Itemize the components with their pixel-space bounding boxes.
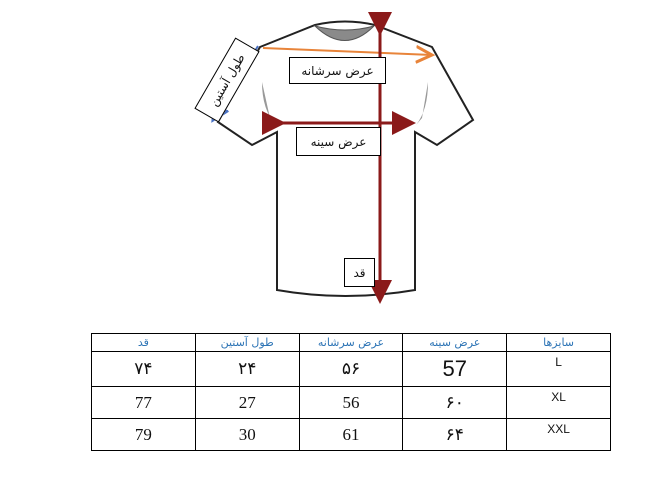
cell-sleeve-length: ۲۴ (194, 351, 300, 387)
cell-shoulder-width: 61 (298, 418, 404, 451)
cell-size: XXL (506, 418, 611, 451)
cell-size: XL (506, 386, 611, 419)
header-length: قد (91, 333, 196, 352)
header-shoulder-width: عرض سرشانه (298, 333, 404, 352)
cell-length: ۷۴ (91, 351, 196, 387)
header-sleeve-length: طول آستین (194, 333, 300, 352)
header-chest-width: عرض سینه (402, 333, 508, 352)
right-armpit-shadow (416, 82, 428, 125)
table-row: 79 30 61 ۶۴ XXL (91, 418, 611, 451)
cell-sleeve-length: 27 (194, 386, 300, 419)
cell-chest-width: 57 (402, 351, 508, 387)
cell-chest-width: ۶۰ (402, 386, 508, 419)
table-row: 77 27 56 ۶۰ XL (91, 386, 611, 419)
shoulder-arrow (262, 48, 432, 55)
header-sizes: سایزها (506, 333, 611, 352)
cell-sleeve-length: 30 (194, 418, 300, 451)
cell-chest-width: ۶۴ (402, 418, 508, 451)
table-row: ۷۴ ۲۴ ۵۶ 57 L (91, 351, 611, 387)
table-header-row: قد طول آستین عرض سرشانه عرض سینه سایزها (91, 333, 611, 352)
size-table: قد طول آستین عرض سرشانه عرض سینه سایزها … (91, 333, 611, 451)
cell-length: 77 (91, 386, 196, 419)
cell-shoulder-width: ۵۶ (298, 351, 404, 387)
tshirt-diagram (0, 12, 475, 304)
length-label: قد (344, 258, 375, 287)
cell-size: L (506, 351, 611, 387)
tshirt-outline (216, 20, 475, 297)
left-armpit-shadow (262, 82, 276, 125)
chest-width-label: عرض سینه (296, 127, 381, 156)
shoulder-width-label: عرض سرشانه (289, 57, 386, 84)
cell-shoulder-width: 56 (298, 386, 404, 419)
cell-length: 79 (91, 418, 196, 451)
